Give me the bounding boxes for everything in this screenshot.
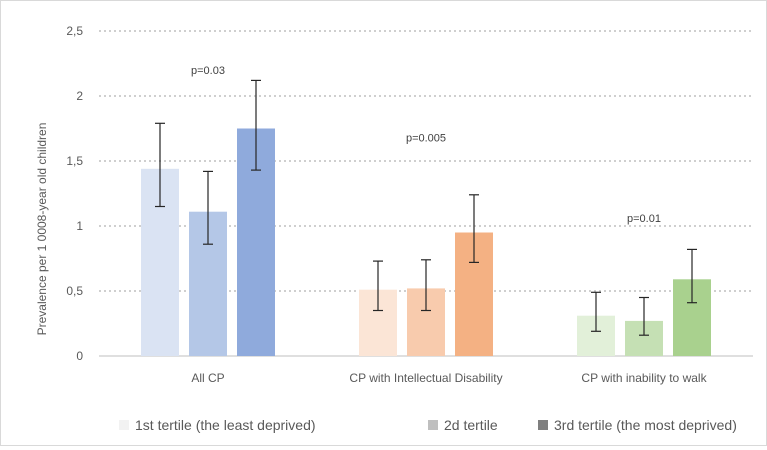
y-tick-label: 1 [76, 219, 83, 233]
category-label: All CP [191, 371, 224, 385]
legend-swatch [119, 420, 129, 430]
p-value-annotation: p=0.01 [627, 213, 661, 225]
y-tick-label: 0,5 [66, 284, 83, 298]
legend-label: 1st tertile (the least deprived) [135, 417, 316, 433]
legend-swatch [538, 420, 548, 430]
error-bars [155, 79, 697, 336]
bars [141, 128, 711, 356]
category-label: CP with inability to walk [581, 371, 707, 385]
y-tick-label: 2 [76, 89, 83, 103]
y-tick-label: 1,5 [66, 154, 83, 168]
category-labels: All CP CP with Intellectual Disability CP … [191, 371, 707, 385]
y-tick-label: 2,5 [66, 24, 83, 38]
y-tick-label: 0 [76, 349, 83, 363]
legend-label: 2d tertile [444, 417, 498, 433]
annotations: p=0.03 p=0.005 p=0.01 [191, 65, 661, 225]
y-axis: 0 0,5 1 1,5 2 2,5 [66, 24, 83, 363]
legend-swatch [428, 420, 438, 430]
legend-label: 3rd tertile (the most deprived) [554, 417, 737, 433]
p-value-annotation: p=0.005 [406, 133, 446, 145]
p-value-annotation: p=0.03 [191, 65, 225, 77]
legend: 1st tertile (the least deprived) 2d terti… [119, 417, 737, 433]
category-label: CP with Intellectual Disability [349, 371, 502, 385]
y-axis-label: Prevalence per 1 0008-year old children [35, 123, 49, 336]
